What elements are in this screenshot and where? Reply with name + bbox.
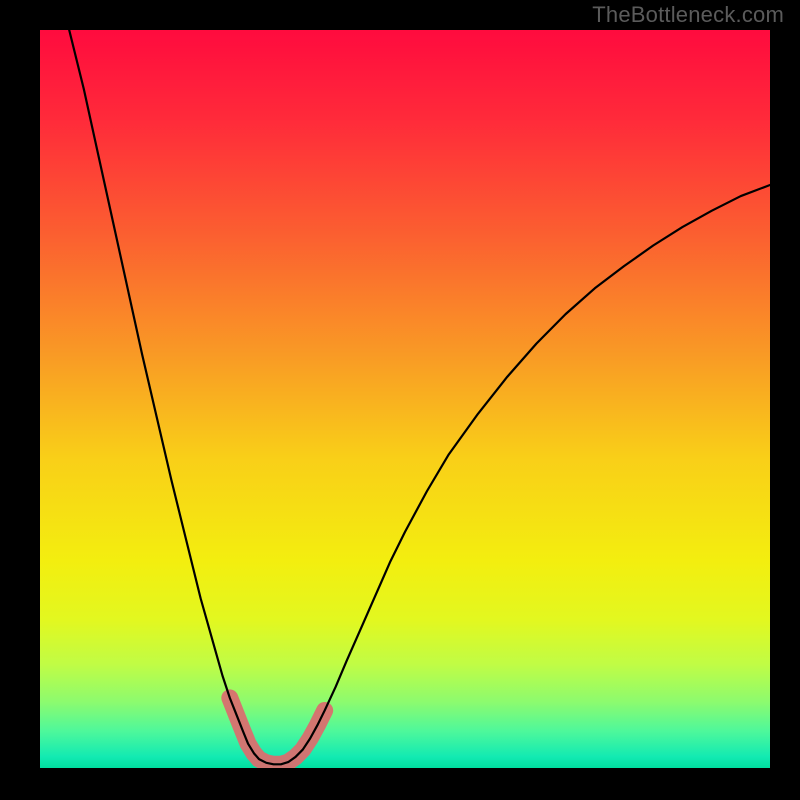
chart-container: TheBottleneck.com	[0, 0, 800, 800]
gradient-background	[40, 30, 770, 768]
plot-frame	[40, 30, 770, 768]
bottleneck-curve-chart	[40, 30, 770, 768]
attribution-text: TheBottleneck.com	[592, 2, 784, 28]
